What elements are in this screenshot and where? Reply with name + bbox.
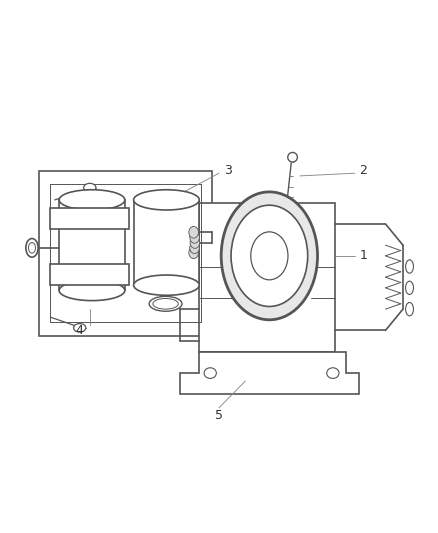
Text: 2: 2 [360,164,367,177]
Text: 5: 5 [215,409,223,422]
Ellipse shape [134,275,199,295]
Ellipse shape [134,190,199,210]
Polygon shape [39,171,212,336]
Text: 3: 3 [224,164,232,177]
Polygon shape [50,264,129,285]
Ellipse shape [26,239,38,257]
Ellipse shape [74,324,86,332]
Ellipse shape [84,183,96,192]
Polygon shape [50,208,129,229]
Ellipse shape [59,280,125,301]
Ellipse shape [190,242,199,254]
Ellipse shape [190,237,200,248]
Ellipse shape [189,247,198,259]
Text: 4: 4 [75,324,83,337]
Polygon shape [59,200,125,290]
Ellipse shape [190,231,199,243]
Ellipse shape [406,281,413,294]
Polygon shape [180,352,359,394]
Ellipse shape [406,260,413,273]
Ellipse shape [221,192,318,320]
Polygon shape [134,200,199,285]
Ellipse shape [406,303,413,316]
Ellipse shape [59,190,125,210]
Ellipse shape [189,227,198,238]
Ellipse shape [288,152,297,162]
Text: 1: 1 [360,249,367,262]
Ellipse shape [231,205,307,306]
Polygon shape [199,203,335,352]
